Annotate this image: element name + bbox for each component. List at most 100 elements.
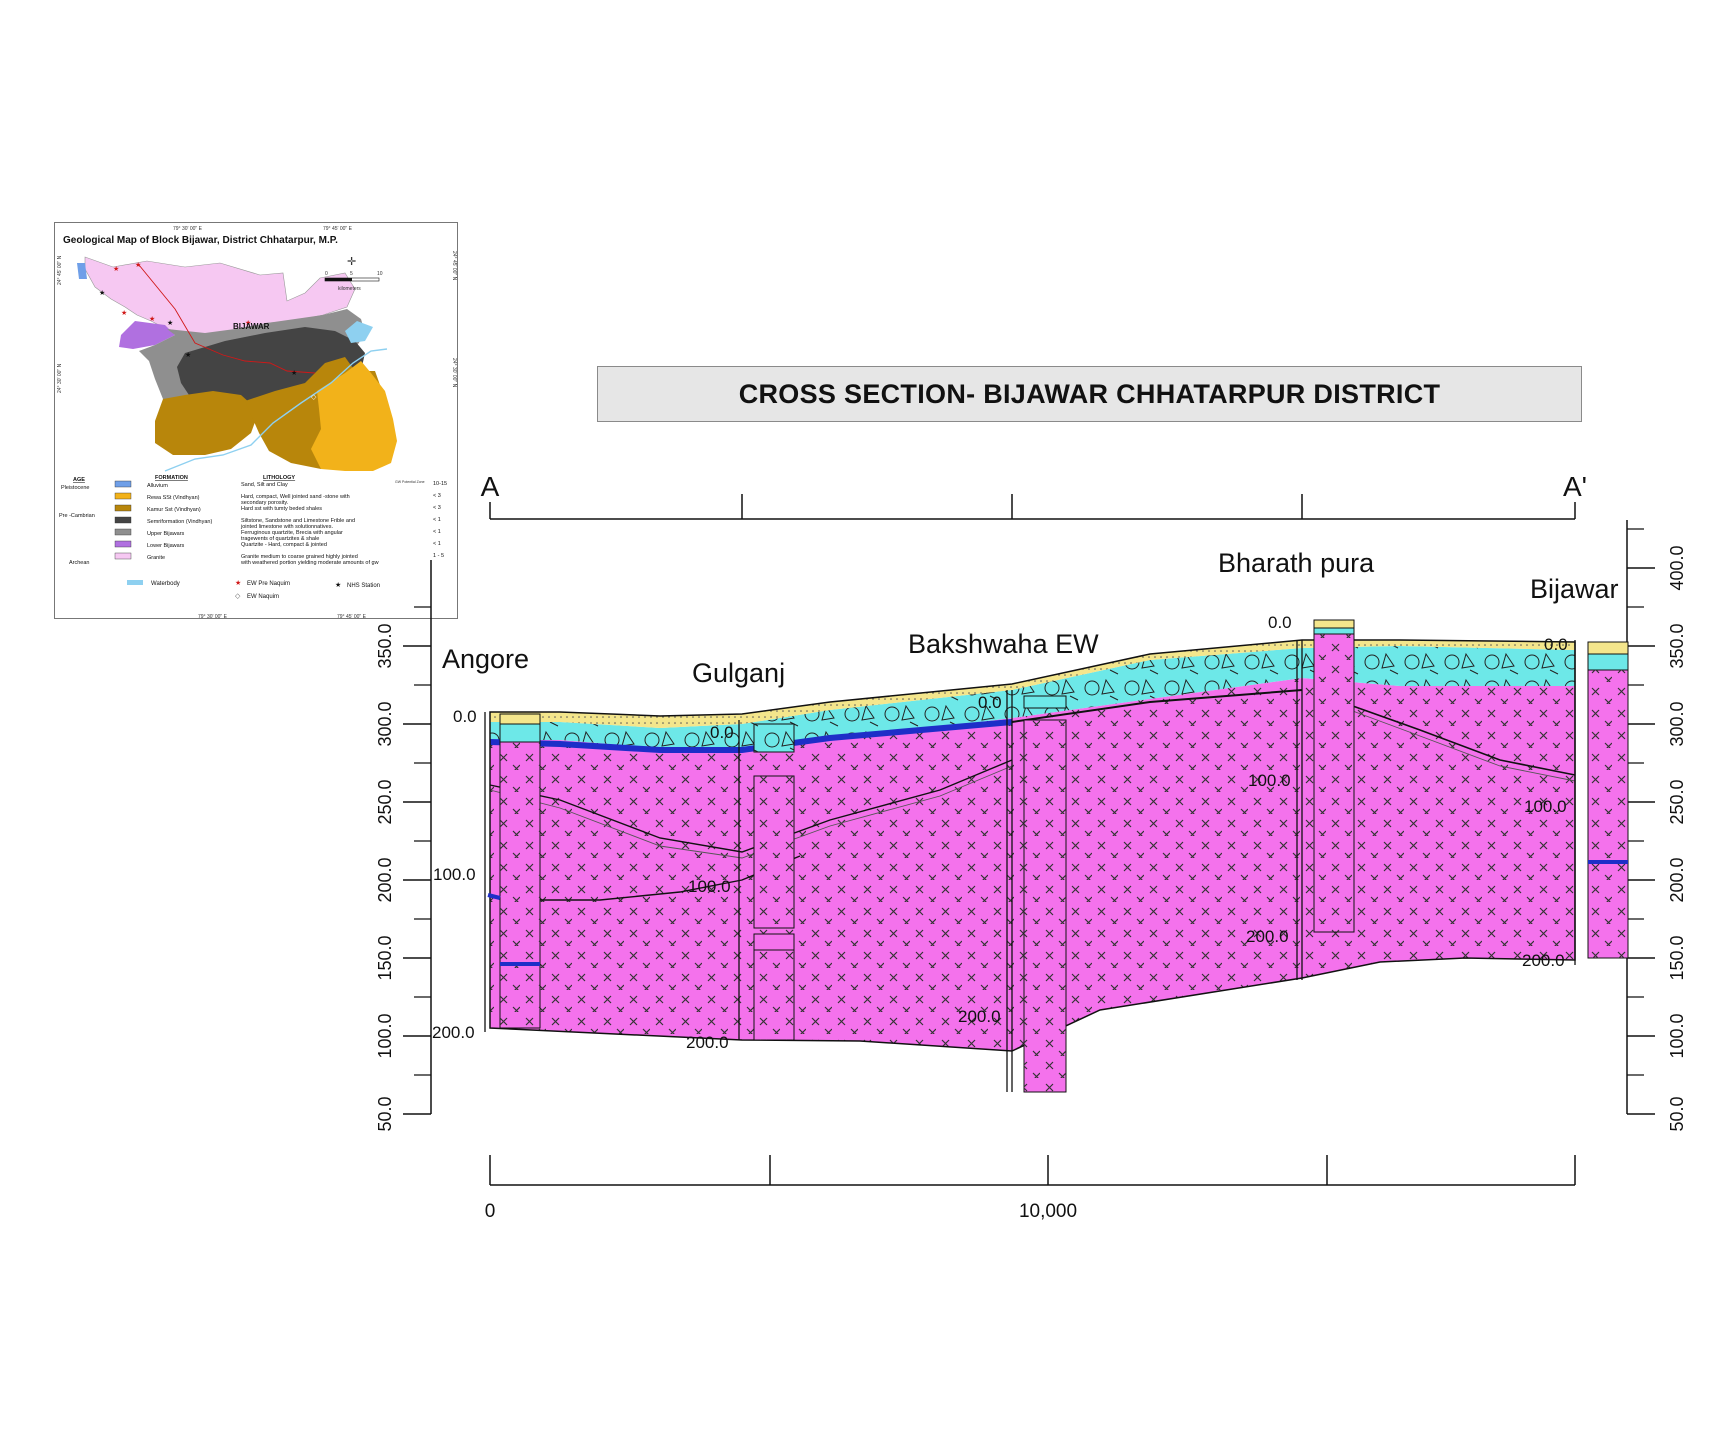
legend-yield: 1 - 5 (433, 553, 444, 559)
well-name-bakshwaha: Bakshwaha EW (908, 629, 1099, 659)
section-end-a-prime: A' (1563, 471, 1587, 502)
depth-label-bijawar-100: 100.0 (1524, 797, 1567, 816)
legend-header-formation: FORMATION (155, 475, 188, 481)
legend-swatch (114, 504, 132, 512)
legend-formation: Lower Bijawars (147, 543, 185, 549)
waterbody-region (345, 321, 373, 343)
legend-symbol-label: EW Pre Naquim (247, 581, 290, 587)
scale-unit: kilometers (338, 286, 361, 292)
depth-label-bakshwaha-200: 200.0 (958, 1007, 1001, 1026)
right-axis-tick-label: 350.0 (1667, 623, 1687, 668)
well-column-angore (487, 713, 541, 1029)
kamur-sst-region (155, 391, 259, 455)
depth-label-gulganj-200: 200.0 (686, 1033, 729, 1052)
legend-yield: 10-15 (433, 481, 447, 487)
black-star-icon: ★ (335, 581, 341, 589)
red-star-icon: ★ (121, 309, 127, 317)
red-star-icon: ★ (149, 315, 155, 323)
well-column-bakshwaha (1023, 695, 1067, 1093)
bottom-distance-axis (489, 1155, 1576, 1186)
north-arrow-icon: ✛ (347, 256, 356, 268)
legend-formation: Upper Bijawars (147, 531, 185, 537)
legend-symbols: Waterbody ★ EW Pre Naquim ★ NHS Station ◇ EW N… (127, 579, 380, 600)
left-axis-tick-label: 100.0 (375, 1013, 395, 1058)
map-coord-top-right: 79° 45' 00" E (323, 226, 353, 232)
diamond-outline-icon: ◇ (311, 394, 317, 401)
depth-label-angore-200: 200.0 (432, 1023, 475, 1042)
granite-region (84, 256, 356, 336)
legend-rows: Alluvium Sand, Silt and Clay 10-15 Rewa SSt… (114, 480, 447, 566)
left-axis-tick-label: 350.0 (375, 623, 395, 668)
red-star-icon: ★ (245, 319, 251, 327)
legend-yield: < 3 (433, 493, 441, 499)
map-title: Geological Map of Block Bijawar, Distric… (63, 235, 338, 246)
geological-map-inset: Geological Map of Block Bijawar, Distric… (54, 222, 458, 620)
map-credit: GW Potential Zone (395, 480, 425, 484)
x-tick-label-0: 0 (485, 1201, 496, 1222)
depth-label-bharathpura-0: 0.0 (1268, 613, 1292, 632)
depth-label-bijawar-0: 0.0 (1544, 635, 1568, 654)
top-scale (489, 494, 1576, 520)
scale-tick-0: 0 (325, 271, 328, 277)
legend-lithology: Hard sst with tumty beded shales (241, 506, 322, 512)
alluvium-region (77, 263, 87, 279)
black-star-icon: ★ (99, 289, 105, 297)
legend-lithology: Ferruginous quartzite, Brecia with angul… (241, 530, 343, 542)
legend-swatch (114, 516, 132, 524)
right-elevation-axis: 50.0 100.0 150.0 200.0 250.0 300.0 350.0 400.0 (1626, 520, 1687, 1132)
legend-header-lithology: LITHOLOGY (263, 475, 295, 481)
topsoil-hatch (490, 640, 1575, 728)
map-coord-right-mid: 24° 30' 00" N (451, 358, 457, 388)
legend-symbol-label: EW Naquim (247, 594, 279, 600)
legend-yield: < 1 (433, 541, 441, 547)
well-column-bijawar (1587, 641, 1629, 959)
black-star-icon: ★ (291, 369, 297, 377)
depth-label-bharathpura-200: 200.0 (1246, 927, 1289, 946)
legend-age-pleistocene: Pleistocene (61, 485, 89, 491)
black-star-icon: ★ (167, 319, 173, 327)
legend-header-age: AGE (73, 477, 85, 483)
section-end-a: A (481, 471, 500, 502)
scale-tick-10: 10 (377, 271, 383, 277)
legend-swatch (114, 480, 132, 488)
legend-formation: Kamur Sst (Vindhyan) (147, 507, 201, 513)
right-axis-tick-label: 250.0 (1667, 779, 1687, 824)
legend-age-precambrian: Pre -Cambrian (59, 513, 95, 519)
legend-formation: Rewa SSt (Vindhyan) (147, 495, 200, 501)
legend-lithology: Quartzite - Hard, compact & jointed (241, 542, 327, 548)
scale-bar-fill (325, 278, 352, 281)
well-column-bharathpura (1313, 619, 1355, 933)
semri-formation-region (177, 327, 365, 413)
legend-lithology: Sand, Silt and Clay (241, 482, 288, 488)
legend-formation: Semriformation (Vindhyan) (147, 519, 212, 525)
section-line (138, 264, 316, 374)
legend-symbol-label: NHS Station (347, 583, 380, 589)
x-tick-label-10000: 10,000 (1019, 1201, 1077, 1222)
cross-section-title-box: CROSS SECTION- BIJAWAR CHHATARPUR DISTRI… (597, 366, 1582, 422)
red-star-icon: ★ (235, 579, 241, 587)
geological-map-svg: Geological Map of Block Bijawar, Distric… (57, 226, 457, 620)
black-star-icon: ★ (185, 351, 191, 359)
diamond-outline-icon: ◇ (235, 593, 241, 600)
right-axis-tick-label: 300.0 (1667, 701, 1687, 746)
well-name-gulganj: Gulganj (692, 658, 785, 688)
left-elevation-axis: 50.0 100.0 150.0 200.0 250.0 300.0 350.0 (375, 560, 432, 1132)
rewa-sst-region (311, 361, 397, 471)
aquifer-line (489, 719, 1013, 753)
legend-swatch (114, 540, 132, 548)
legend-symbol-label: Waterbody (151, 581, 180, 587)
right-axis-tick-label: 50.0 (1667, 1096, 1687, 1131)
legend-yield: < 1 (433, 529, 441, 535)
left-axis-tick-label: 250.0 (375, 779, 395, 824)
legend-swatch (114, 552, 132, 560)
contact-line-upper-b (489, 765, 1013, 859)
map-coord-left-top: 24° 45' 00" N (57, 255, 63, 285)
map-coord-left-mid: 24° 30' 00" N (57, 363, 63, 393)
left-axis-tick-label: 50.0 (375, 1096, 395, 1131)
depth-label-bharathpura-100: 100.0 (1248, 771, 1291, 790)
river-line (164, 348, 388, 472)
map-coord-bottom-right: 79° 45' 00" E (337, 614, 367, 620)
legend-swatch (114, 492, 132, 500)
map-town-label: BIJAWAR (233, 322, 270, 331)
